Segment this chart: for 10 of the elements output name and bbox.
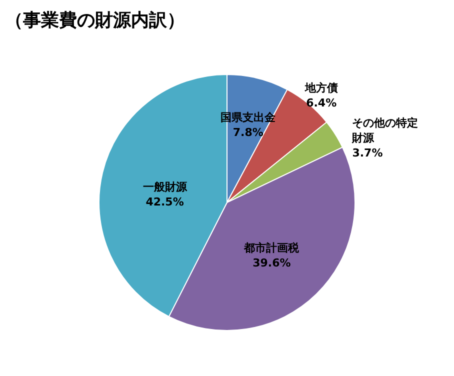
data-label: 3.7% bbox=[352, 146, 383, 160]
chart-title: （事業費の財源内訳） bbox=[5, 10, 185, 31]
slice-label: 一般財源 bbox=[142, 180, 188, 194]
data-label: 42.5% bbox=[146, 196, 184, 209]
slice-label: その他の特定財源 bbox=[351, 116, 418, 145]
data-label: 7.8% bbox=[232, 126, 264, 140]
slice-label: 都市計画税 bbox=[243, 241, 300, 254]
data-label: 39.6% bbox=[252, 256, 291, 270]
slice-label: 地方債 bbox=[304, 81, 338, 94]
data-label: 6.4% bbox=[306, 96, 337, 110]
